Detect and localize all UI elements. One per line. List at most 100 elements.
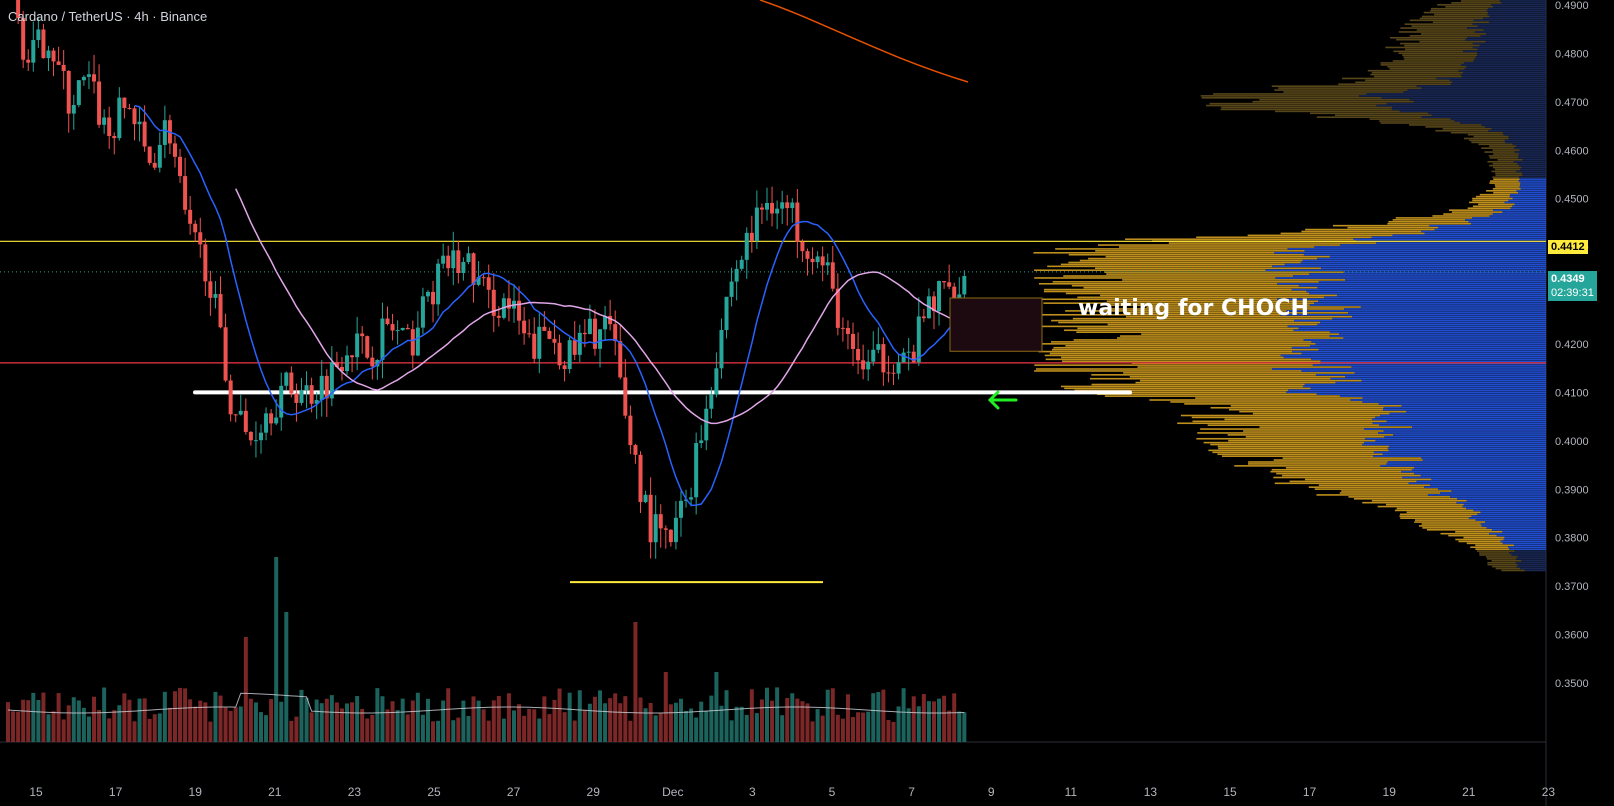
volume-bar (719, 705, 724, 742)
volume-profile-bar (1380, 62, 1464, 64)
volume-profile-bar (1465, 219, 1546, 221)
volume-profile-bar (1321, 267, 1546, 270)
candle-body (243, 410, 248, 432)
volume-profile-bar (1492, 188, 1521, 190)
volume-profile-bar (1287, 325, 1546, 328)
candle-body (193, 223, 198, 233)
volume-bar (567, 692, 572, 742)
volume-bar (238, 706, 243, 742)
candle-body (643, 494, 648, 503)
volume-profile-bar (1457, 498, 1546, 500)
volume-profile-bar (1301, 230, 1422, 233)
volume-profile-bar (1487, 561, 1516, 564)
volume-profile-bar (1125, 315, 1353, 318)
volume-bar (765, 687, 769, 742)
candle-body (775, 208, 780, 214)
volume-profile-bar (1428, 112, 1546, 115)
volume-bar (112, 710, 117, 742)
volume-profile-bar (1392, 60, 1474, 62)
volume-profile-bar (1083, 286, 1318, 289)
volume-profile-bar (1359, 95, 1546, 97)
volume-bar (527, 708, 532, 742)
volume-profile-bar (1366, 93, 1546, 95)
candle-body (71, 105, 76, 114)
volume-bar (704, 710, 709, 742)
volume-profile-bar (1481, 525, 1546, 527)
volume-profile-bar (1516, 189, 1546, 192)
volume-profile-bar (1475, 519, 1546, 521)
candle-body (415, 327, 420, 356)
volume-profile-bar (1520, 188, 1546, 190)
volume-profile-bar (1518, 191, 1546, 194)
volume-profile-bar (1403, 56, 1476, 58)
volume-profile-bar (1502, 530, 1546, 533)
candle-body (805, 251, 810, 259)
volume-profile-bar (1300, 261, 1546, 264)
volume-profile-bar (1517, 556, 1546, 558)
volume-profile-bar (1493, 209, 1546, 211)
volume-profile-bar (1437, 4, 1492, 6)
volume-profile-bar (1510, 207, 1546, 210)
volume-bar (552, 699, 557, 742)
volume-profile-bar (1492, 565, 1517, 568)
volume-profile-bar (1125, 238, 1354, 241)
volume-bar (557, 688, 562, 742)
volume-bar (547, 714, 552, 742)
volume-profile-bar (1458, 540, 1501, 543)
volume-profile-bar (1303, 339, 1546, 341)
volume-profile-bar (1461, 75, 1546, 78)
volume-profile-bar (1413, 100, 1546, 103)
volume-bar (810, 721, 815, 742)
volume-bar (355, 696, 360, 742)
candle-body (461, 262, 466, 273)
volume-profile-bar (1485, 40, 1546, 43)
volume-bar (46, 714, 51, 742)
volume-profile-bar (1065, 292, 1310, 295)
volume-profile-bar (1479, 44, 1546, 47)
volume-bar (36, 700, 41, 742)
volume-bar (795, 698, 800, 742)
volume-profile-bar (1450, 118, 1546, 120)
volume-profile-bar (1407, 89, 1546, 91)
volume-profile-bar (1485, 521, 1546, 523)
candle-body (213, 294, 218, 298)
volume-bar (673, 702, 678, 742)
volume-bar (749, 689, 754, 742)
volume-profile-bar (1450, 496, 1546, 498)
volume-bar (957, 711, 962, 742)
volume-profile-bar (1060, 385, 1303, 388)
volume-profile-bar (1320, 360, 1546, 363)
volume-profile-bar (1347, 226, 1439, 229)
candle-body (704, 408, 709, 441)
candle-body (729, 281, 734, 297)
volume-profile-bar (1486, 527, 1546, 529)
ma-long-line (759, 0, 969, 83)
volume-bar (775, 687, 780, 742)
volume-profile-bar (1472, 23, 1546, 26)
volume-bar (203, 702, 208, 742)
volume-profile-bar (1224, 418, 1373, 421)
volume-bar (410, 700, 415, 742)
volume-profile-bar (1275, 277, 1546, 279)
volume-profile-bar (1220, 108, 1392, 111)
volume-profile-bar (1474, 31, 1546, 33)
order-block-box (949, 297, 1043, 352)
candle-body (274, 417, 279, 424)
volume-profile-bar (1317, 286, 1546, 289)
volume-profile-bar (1480, 523, 1546, 525)
volume-profile-bar (1034, 277, 1276, 279)
volume-profile-bar (1283, 356, 1546, 359)
volume-bar (102, 687, 107, 742)
volume-profile-bar (1450, 131, 1503, 134)
candle-body (916, 316, 921, 363)
volume-profile-bar (1206, 104, 1377, 107)
volume-bar (517, 704, 522, 742)
volume-profile-bar (1277, 282, 1546, 285)
volume-bar (947, 710, 952, 742)
candle-body (780, 202, 785, 209)
volume-profile-bar (1371, 236, 1546, 239)
candle-body (61, 64, 66, 71)
volume-profile-bar (1489, 21, 1546, 24)
volume-bar (233, 707, 238, 742)
